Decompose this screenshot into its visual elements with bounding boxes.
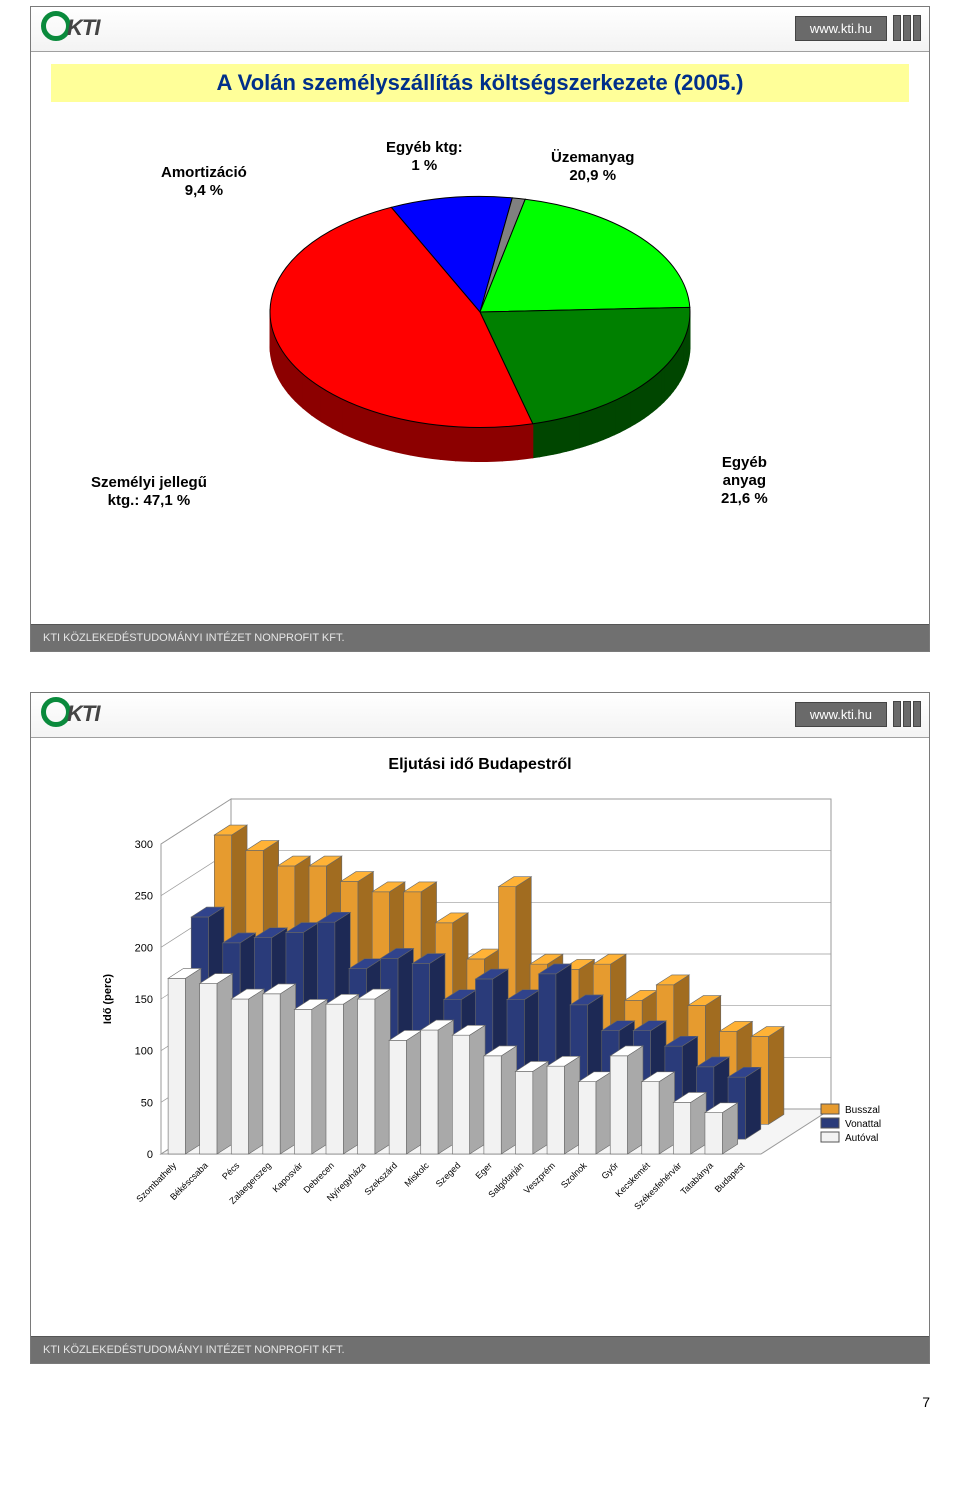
svg-text:300: 300 (135, 839, 153, 851)
kti-logo-2: KTI (41, 697, 99, 727)
svg-text:150: 150 (135, 994, 153, 1006)
svg-text:Szeged: Szeged (434, 1160, 463, 1189)
pie-slide-body: A Volán személyszállítás költségszerkeze… (31, 64, 929, 624)
svg-text:Szolnok: Szolnok (559, 1160, 589, 1190)
slide-footer: KTI KÖZLEKEDÉSTUDOMÁNYI INTÉZET NONPROFI… (31, 624, 929, 651)
slide-bar: KTI www.kti.hu Eljutási idő Budapestről … (30, 692, 930, 1364)
slide-header: KTI www.kti.hu (31, 7, 929, 52)
label-uzemanyag: Üzemanyag 20,9 % (551, 149, 634, 185)
header-right: www.kti.hu (795, 15, 921, 41)
label-amort: Amortizáció 9,4 % (161, 164, 247, 200)
svg-text:Busszal: Busszal (845, 1105, 880, 1116)
slide-header-2: KTI www.kti.hu (31, 693, 929, 738)
pie-title: A Volán személyszállítás költségszerkeze… (51, 64, 909, 102)
svg-text:Pécs: Pécs (220, 1160, 242, 1182)
svg-text:50: 50 (141, 1097, 153, 1109)
grip-icon (893, 15, 921, 41)
page-number: 7 (0, 1364, 960, 1430)
label-egyeb-anyag: Egyéb anyag 21,6 % (721, 454, 768, 508)
svg-text:0: 0 (147, 1149, 153, 1161)
slide-footer-2: KTI KÖZLEKEDÉSTUDOMÁNYI INTÉZET NONPROFI… (31, 1336, 929, 1363)
svg-text:Miskolc: Miskolc (403, 1160, 432, 1189)
header-right-2: www.kti.hu (795, 701, 921, 727)
svg-text:200: 200 (135, 942, 153, 954)
svg-text:Idő (perc): Idő (perc) (102, 974, 114, 1024)
bar-title: Eljutási idő Budapestről (31, 756, 929, 774)
svg-text:Veszprém: Veszprém (522, 1160, 557, 1195)
svg-text:Kaposvár: Kaposvár (271, 1160, 305, 1194)
logo-text: KTI (67, 15, 99, 41)
grip-icon (893, 701, 921, 727)
bar-slide-body: Eljutási idő Budapestről 0 50 100 150 200 250… (31, 756, 929, 1336)
svg-text:Győr: Győr (599, 1160, 620, 1181)
svg-text:250: 250 (135, 891, 153, 903)
svg-text:Autóval: Autóval (845, 1133, 878, 1144)
header-url: www.kti.hu (795, 16, 887, 41)
svg-text:100: 100 (135, 1046, 153, 1058)
svg-text:Budapest: Budapest (713, 1160, 747, 1194)
kti-logo: KTI (41, 11, 99, 41)
label-szemelyi: Személyi jellegű ktg.: 47,1 % (91, 474, 207, 510)
label-egyeb-ktg: Egyéb ktg: 1 % (386, 139, 463, 175)
svg-text:Eger: Eger (473, 1160, 494, 1181)
logo-text: KTI (67, 701, 99, 727)
header-url-2: www.kti.hu (795, 702, 887, 727)
svg-text:Szekszárd: Szekszárd (362, 1160, 399, 1197)
bar-chart: 050100150200250300Idő (perc)SzombathelyB… (91, 784, 889, 1264)
svg-text:Vonattal: Vonattal (845, 1119, 881, 1130)
slide-pie: KTI www.kti.hu A Volán személyszállítás … (30, 6, 930, 652)
svg-text:Tatabánya: Tatabánya (679, 1160, 715, 1196)
